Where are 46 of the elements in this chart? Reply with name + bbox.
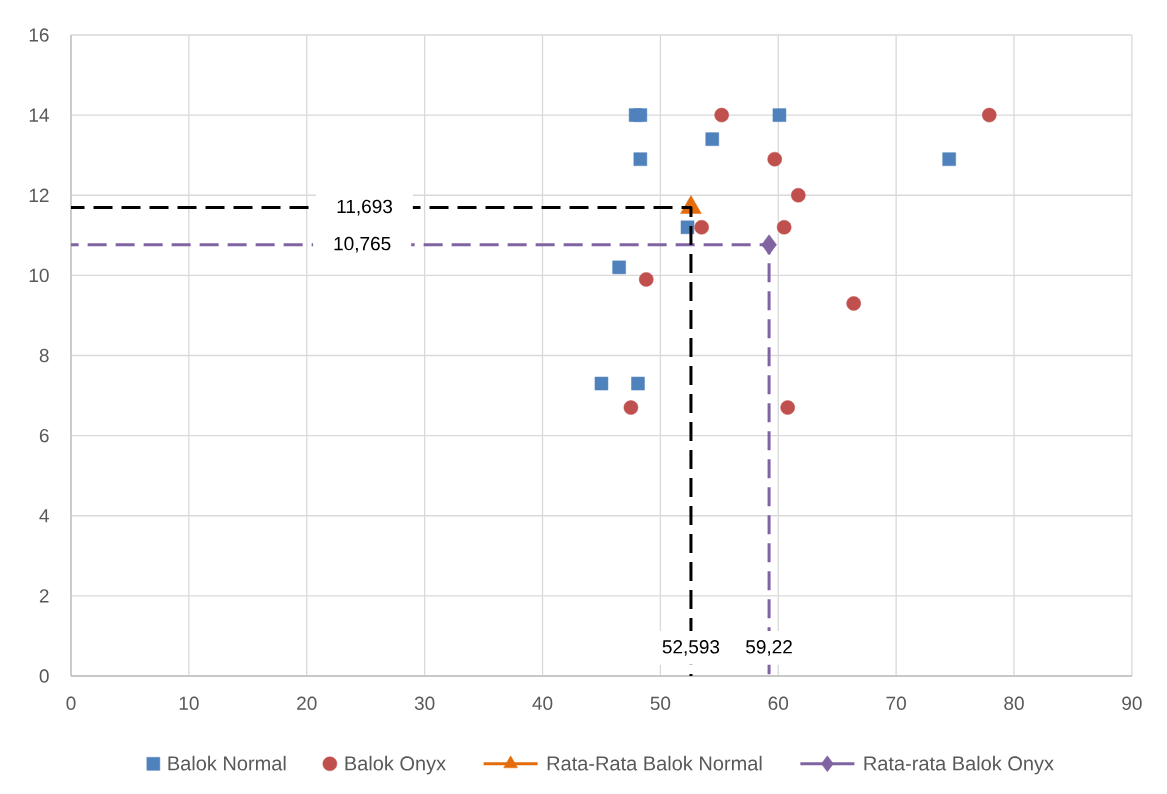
point xyxy=(761,234,777,255)
y-tick-label: 10 xyxy=(29,268,49,283)
x-tick-label: 0 xyxy=(66,696,76,710)
y-tick-label: 16 xyxy=(29,28,49,42)
point xyxy=(638,272,654,287)
annotation: 11,693 xyxy=(337,199,393,216)
legend-label: Rata-Rata Balok Normal xyxy=(547,755,762,771)
legend-label: Balok Onyx xyxy=(345,755,446,775)
legend-label: Rata-rata Balok Onyx xyxy=(864,755,1054,775)
y-tick-label: 4 xyxy=(39,509,49,523)
y-tick-label: 0 xyxy=(39,669,49,683)
point xyxy=(612,260,626,275)
y-tick-label: 6 xyxy=(39,428,49,443)
y-tick-label: 14 xyxy=(29,108,49,122)
point xyxy=(791,187,806,203)
x-tick-label: 70 xyxy=(886,696,906,710)
x-tick-label: 10 xyxy=(179,696,199,710)
annotation: 52,593 xyxy=(662,640,720,656)
x-tick-label: 50 xyxy=(650,696,671,710)
point xyxy=(772,108,787,122)
annotation: 10,765 xyxy=(334,236,391,253)
legend-label: Balok Normal xyxy=(168,755,286,771)
point xyxy=(846,296,861,311)
point xyxy=(694,220,709,235)
point xyxy=(705,132,719,146)
x-tick-label: 60 xyxy=(768,696,789,710)
point xyxy=(714,107,729,123)
y-tick-label: 12 xyxy=(29,188,49,202)
x-tick-label: 40 xyxy=(532,696,553,710)
point xyxy=(633,108,648,122)
point xyxy=(780,400,795,415)
x-tick-label: 20 xyxy=(297,696,317,710)
y-tick-label: 2 xyxy=(39,589,49,603)
point xyxy=(942,152,956,166)
point xyxy=(631,376,645,391)
point xyxy=(623,400,639,415)
y-tick-label: 8 xyxy=(39,348,49,363)
point xyxy=(776,220,792,235)
x-tick-label: 30 xyxy=(414,696,435,710)
x-tick-label: 80 xyxy=(1004,696,1024,710)
point xyxy=(594,376,609,391)
point xyxy=(982,107,997,123)
point xyxy=(633,152,648,166)
x-tick-label: 90 xyxy=(1122,696,1142,710)
point xyxy=(767,151,782,167)
annotation: 59,22 xyxy=(746,640,792,656)
